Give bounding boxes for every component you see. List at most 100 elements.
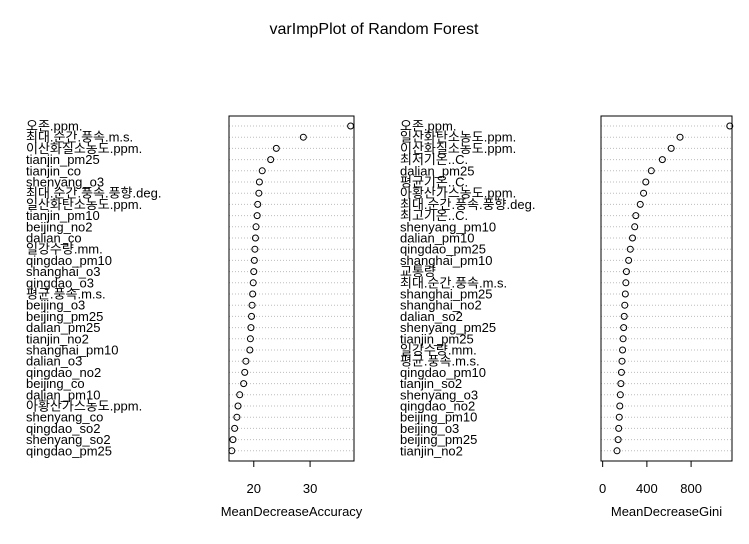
variable-label: shenyang_o3 <box>26 175 104 190</box>
variable-label: qingdao_no2 <box>400 399 475 414</box>
data-point <box>726 122 734 130</box>
data-point <box>617 380 625 388</box>
data-point <box>632 212 640 220</box>
data-point <box>640 189 648 197</box>
data-point <box>248 301 256 309</box>
data-point <box>233 413 241 421</box>
data-point <box>250 268 258 276</box>
variable-label: beijing_no2 <box>26 219 93 234</box>
variable-label: tianjin_co <box>26 163 81 178</box>
variable-label: 아황산가스농도.ppm. <box>26 399 142 414</box>
x-tick-label: 20 <box>247 481 261 496</box>
variable-label: 이산화질소농도.ppm. <box>26 141 142 156</box>
data-point <box>616 402 624 410</box>
data-point <box>621 301 629 309</box>
variable-label: 평균.풍속.m.s. <box>400 354 480 369</box>
data-point <box>252 223 260 231</box>
variable-label: tianjin_no2 <box>400 443 463 458</box>
variable-label: 평균.풍속.m.s. <box>26 287 106 302</box>
data-point <box>272 144 280 152</box>
data-point <box>619 346 627 354</box>
data-point <box>248 312 256 320</box>
data-point <box>246 335 254 343</box>
variable-label: shenyang_pm10 <box>400 219 496 234</box>
variable-label: qingdao_pm25 <box>26 443 112 458</box>
chart-title: varImpPlot of Random Forest <box>270 21 480 38</box>
data-point <box>236 391 244 399</box>
data-point <box>249 279 257 287</box>
variable-label: beijing_pm10 <box>400 410 477 425</box>
x-tick-label: 400 <box>636 481 658 496</box>
variable-label: shanghai_pm10 <box>400 253 493 268</box>
variable-label: shanghai_no2 <box>400 298 482 313</box>
data-point <box>625 256 633 264</box>
data-point <box>246 346 254 354</box>
data-point <box>617 368 625 376</box>
variable-label: 아황산가스농도.ppm. <box>400 186 516 201</box>
variable-label: 오존.ppm. <box>400 119 456 134</box>
variable-label: qingdao_pm10 <box>26 253 112 268</box>
variable-label: qingdao_pm25 <box>400 242 486 257</box>
data-point <box>676 133 684 141</box>
data-point <box>626 245 634 253</box>
variable-label: shenyang_pm25 <box>400 320 496 335</box>
variable-label: 일산화탄소농도.ppm. <box>400 130 516 145</box>
data-point <box>234 402 242 410</box>
variable-label: shanghai_pm25 <box>400 287 493 302</box>
data-point <box>622 268 630 276</box>
variable-label: beijing_o3 <box>400 421 459 436</box>
variable-label: shenyang_o3 <box>400 387 478 402</box>
variable-label: shanghai_pm10 <box>26 343 119 358</box>
data-point <box>251 245 259 253</box>
plot-frame <box>228 115 355 462</box>
variable-label: dalian_pm10 <box>26 387 100 402</box>
x-tick-label: 0 <box>599 481 606 496</box>
variable-label: dalian_co <box>26 231 82 246</box>
variable-label: tianjin_pm25 <box>26 152 100 167</box>
variable-label: qingdao_o3 <box>26 275 94 290</box>
x-axis-title: MeanDecreaseAccuracy <box>221 504 363 519</box>
data-point <box>620 324 628 332</box>
variable-label: dalian_o3 <box>26 354 82 369</box>
data-point <box>647 167 655 175</box>
variable-label: tianjin_pm10 <box>26 208 100 223</box>
data-point <box>240 380 248 388</box>
variable-label: dalian_pm25 <box>26 320 100 335</box>
variable-label: 일강수량.mm. <box>26 242 103 257</box>
variable-label: 일강수량.mm. <box>400 343 477 358</box>
data-point <box>619 335 627 343</box>
data-point <box>267 156 275 164</box>
data-point <box>667 144 675 152</box>
variable-label: qingdao_so2 <box>26 421 100 436</box>
variable-label: 교통량 <box>400 264 436 279</box>
data-point <box>251 234 259 242</box>
data-point <box>255 178 263 186</box>
x-tick-label: 800 <box>680 481 702 496</box>
variable-label: 최저기온..C. <box>400 152 468 167</box>
variable-label: 최대.순간.풍속.풍향.deg. <box>26 186 161 201</box>
variable-label: tianjin_pm25 <box>400 331 474 346</box>
variable-label: dalian_so2 <box>400 309 463 324</box>
data-point <box>615 424 623 432</box>
panel-2: 오존.ppm.일산화탄소농도.ppm.이산화질소농도.ppm.최저기온..C. d… <box>400 115 734 519</box>
data-point <box>299 133 307 141</box>
data-point <box>658 156 666 164</box>
variable-label: 이산화질소농도.ppm. <box>400 141 516 156</box>
x-axis-title: MeanDecreaseGini <box>611 504 722 519</box>
variable-label: beijing_o3 <box>26 298 85 313</box>
variable-label: shenyang_co <box>26 410 103 425</box>
data-point <box>614 436 622 444</box>
variable-label: beijing_pm25 <box>400 432 477 447</box>
variable-label: shanghai_o3 <box>26 264 100 279</box>
data-point <box>229 436 237 444</box>
variable-label: beijing_co <box>26 376 85 391</box>
data-point <box>616 391 624 399</box>
data-point <box>250 256 258 264</box>
data-point <box>642 178 650 186</box>
variable-label: 일산화탄소농도.ppm. <box>26 197 142 212</box>
data-point <box>242 357 250 365</box>
data-point <box>253 212 261 220</box>
data-point <box>249 290 257 298</box>
